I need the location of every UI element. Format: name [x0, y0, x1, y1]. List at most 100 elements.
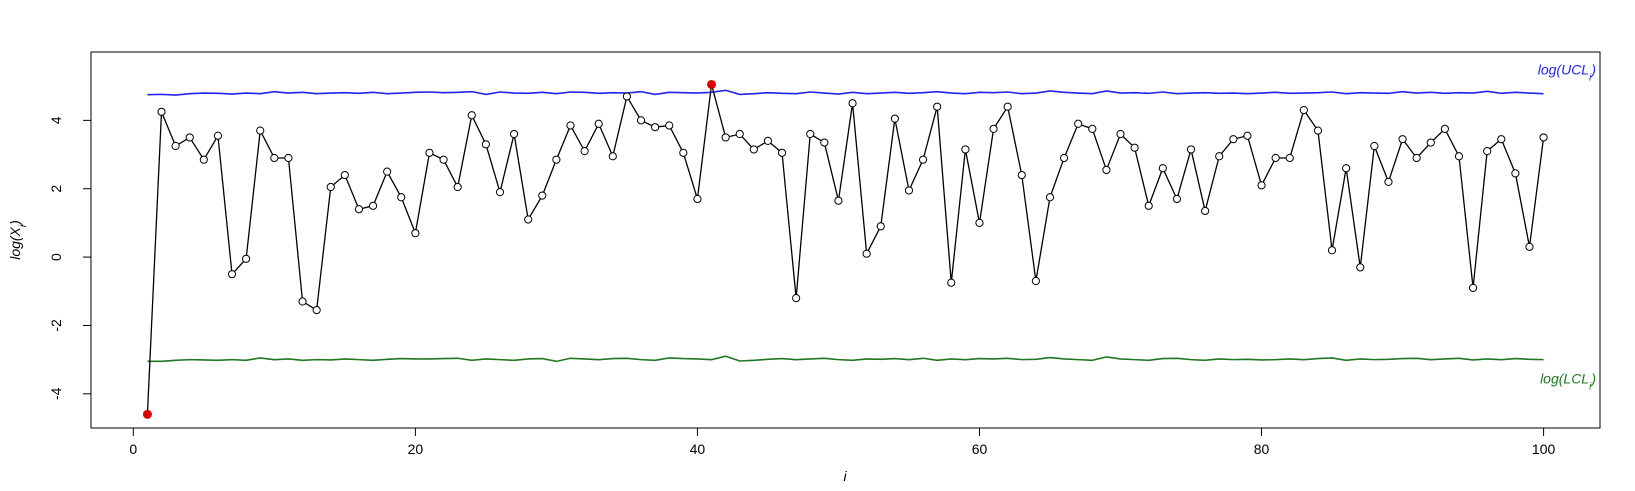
data-point	[580, 147, 589, 156]
data-point	[1130, 143, 1139, 152]
data-point	[1342, 164, 1351, 173]
x-tick-label: 20	[408, 441, 424, 457]
data-point	[467, 111, 476, 120]
data-point	[242, 254, 251, 263]
data-point	[904, 186, 914, 195]
out-of-control-point	[707, 79, 717, 89]
y-tick-label: 2	[48, 185, 64, 193]
data-point	[1454, 152, 1464, 161]
data-point	[763, 136, 773, 145]
data-point	[975, 218, 984, 228]
data-point	[213, 131, 223, 140]
data-point	[256, 126, 265, 135]
y-axis: -4 -2 0 2 4	[48, 116, 92, 400]
x-axis-title: i	[843, 468, 847, 484]
x-tick-label: 40	[690, 441, 706, 457]
data-point	[1539, 133, 1548, 142]
data-point	[439, 155, 448, 164]
data-point	[1511, 169, 1520, 178]
x-tick-label: 0	[129, 441, 137, 457]
data-point	[326, 182, 335, 192]
data-point	[1229, 135, 1238, 144]
out-of-control-points	[142, 79, 717, 419]
data-point	[552, 155, 561, 164]
data-point	[933, 102, 942, 111]
data-point	[1285, 153, 1294, 163]
data-point	[862, 249, 871, 258]
data-point	[1426, 138, 1435, 147]
y-tick-label: -2	[48, 319, 64, 332]
data-point	[284, 153, 293, 163]
data-point	[749, 145, 758, 154]
data-point	[1031, 276, 1040, 286]
ucl-label: log(UCLi)	[1538, 62, 1596, 84]
x-tick-label: 80	[1254, 441, 1270, 457]
data-point	[171, 141, 180, 151]
data-point	[777, 148, 787, 157]
data-point	[1497, 135, 1506, 144]
data-point	[1356, 263, 1365, 272]
data-point	[157, 107, 166, 116]
out-of-control-point	[142, 409, 152, 419]
data-point	[298, 297, 307, 306]
data-point	[947, 278, 956, 287]
data-point	[679, 148, 688, 157]
data-point	[1525, 242, 1534, 251]
data-point	[1257, 181, 1266, 190]
x-tick-label: 100	[1532, 441, 1556, 457]
data-point	[1017, 170, 1026, 180]
data-point	[1158, 164, 1167, 173]
data-point	[270, 153, 279, 163]
data-point	[806, 129, 815, 139]
y-tick-label: -4	[48, 387, 64, 400]
data-point	[453, 182, 462, 192]
data-point	[1059, 153, 1069, 163]
data-point	[1201, 206, 1210, 216]
data-point	[608, 152, 617, 161]
data-point	[961, 145, 970, 154]
data-point	[1327, 246, 1337, 255]
lcl-line	[147, 355, 1544, 363]
y-tick-label: 4	[48, 116, 64, 124]
plot-frame	[90, 51, 1601, 429]
data-point	[890, 114, 899, 123]
data-point	[1483, 147, 1492, 156]
data-point	[721, 133, 730, 142]
data-point	[481, 140, 490, 149]
data-point	[1102, 165, 1111, 175]
data-point	[1074, 119, 1083, 128]
data-point	[1313, 126, 1323, 135]
data-point	[227, 270, 237, 279]
data-point	[1003, 102, 1012, 111]
data-points	[157, 92, 1548, 315]
data-point	[425, 148, 434, 157]
data-point	[1271, 153, 1280, 163]
data-point	[1215, 152, 1224, 161]
data-point	[199, 155, 208, 164]
data-point	[1144, 201, 1153, 210]
y-axis-title: log(Xi)	[7, 220, 29, 260]
data-point	[354, 205, 364, 214]
data-point	[918, 155, 928, 164]
ucl-line	[147, 89, 1544, 96]
data-point	[792, 294, 801, 303]
data-point	[1243, 131, 1252, 140]
data-point	[1116, 129, 1125, 139]
data-point	[397, 193, 406, 202]
data-point	[524, 215, 533, 224]
data-point	[1412, 153, 1421, 163]
data-point	[876, 222, 885, 231]
data-point	[312, 305, 321, 315]
data-point	[834, 196, 843, 205]
data-point	[566, 121, 575, 130]
data-point	[735, 129, 744, 139]
lcl-label: log(LCLi)	[1540, 371, 1596, 393]
data-point	[1384, 177, 1393, 186]
data-point	[383, 167, 392, 176]
data-point	[538, 191, 547, 200]
data-point	[594, 119, 603, 128]
data-point	[665, 121, 674, 130]
data-point	[1299, 106, 1308, 115]
data-point	[1172, 194, 1182, 204]
